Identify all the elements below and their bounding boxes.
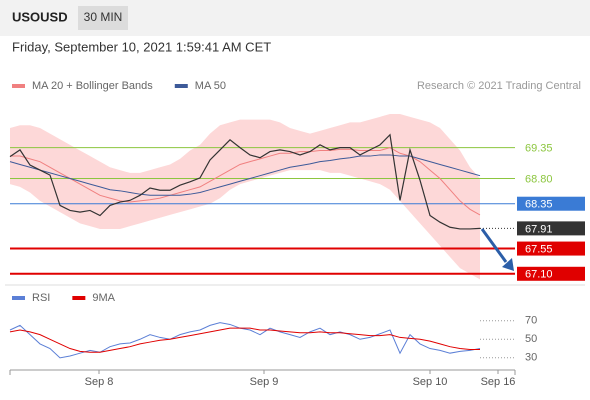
legend-swatch [72,296,86,300]
series-line [9,327,480,353]
level-label-box [517,266,585,281]
y-tick-label: 50 [525,333,537,345]
level-label: 67.91 [525,223,553,235]
legend-label: MA 50 [195,80,226,92]
credit: Research © 2021 Trading Central [417,80,581,92]
x-tick-label: Sep 8 [85,376,114,388]
x-tick-label: Sep 9 [250,376,279,388]
legend-swatch [12,84,25,88]
forecast-arrow-head [502,258,514,271]
series-line [9,154,481,196]
level-label: 67.10 [525,269,553,281]
legend-swatch [174,84,188,88]
timeframe[interactable]: 30 MIN [84,10,123,24]
level-label-box [517,196,585,211]
forecast-arrow [480,228,508,263]
level-label-box [517,221,585,236]
plot: 69.35 68.80 68.35 67.91 67.55 67.10 MA 20 + Bo… [9,80,585,388]
level-label: 68.80 [525,173,553,185]
level-label: 69.35 [525,143,553,155]
y-tick-label: 30 [525,352,537,364]
legend-label: RSI [32,292,50,304]
series-line [9,322,481,359]
price-line [9,133,481,230]
timestamp: Friday, September 10, 2021 1:59:41 AM CE… [12,39,271,54]
bollinger-band [10,114,480,280]
y-tick-label: 70 [525,315,537,327]
x-tick-label: Sep 10 [413,376,448,388]
symbol: USOUSD [12,9,68,24]
timeframe-tab[interactable] [78,6,128,30]
legend-label: 9MA [92,292,115,304]
x-tick-label: Sep 16 [481,376,516,388]
level-label: 68.35 [525,199,553,211]
series-line [10,147,481,216]
level-label: 67.55 [525,243,553,255]
legend-swatch [12,296,25,300]
level-label-box [517,241,585,256]
legend-label: MA 20 + Bollinger Bands [32,80,153,92]
